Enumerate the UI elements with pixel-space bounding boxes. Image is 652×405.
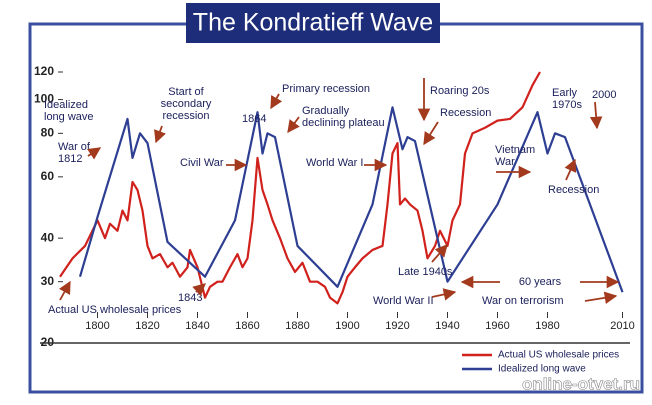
annotation: World War II	[373, 295, 434, 307]
annotation: Primary recession	[282, 83, 370, 95]
annotation-arrow	[423, 121, 439, 146]
annotation-arrow	[87, 147, 102, 160]
x-tick-label: 1860	[235, 320, 259, 332]
y-tick-label: 40	[41, 230, 55, 244]
x-tick-label: 2010	[610, 320, 634, 332]
annotation-arrow	[564, 158, 577, 181]
annotation: recession	[162, 110, 209, 122]
y-tick-label: 100	[34, 92, 54, 106]
annotation-arrow	[589, 101, 603, 130]
x-tick-label: 1940	[435, 320, 459, 332]
annotation-arrow	[58, 280, 71, 301]
annotation: Gradually	[302, 105, 350, 117]
series-line	[78, 106, 624, 293]
y-tick-label: 120	[34, 64, 54, 78]
annotation: World War I	[306, 157, 363, 169]
annotation: secondary	[161, 98, 212, 110]
x-tick-label: 1820	[135, 320, 159, 332]
x-tick-label: 1900	[335, 320, 359, 332]
annotation-arrow	[431, 288, 457, 301]
annotation: Late 1940s	[398, 266, 453, 278]
y-tick-label: 30	[41, 274, 55, 288]
annotation: War of	[58, 141, 91, 153]
x-tick-label: 1880	[285, 320, 309, 332]
annotation: 1864	[242, 113, 266, 125]
annotation: declining plateau	[302, 117, 385, 129]
chart-title: The Kondratieff Wave	[193, 9, 433, 37]
annotation-arrow	[154, 125, 166, 144]
annotation: Actual US wholesale prices	[48, 304, 182, 316]
annotation: 1812	[58, 153, 82, 165]
legend-label: Actual US wholesale prices	[498, 350, 619, 361]
y-tick-label: 80	[41, 125, 55, 139]
series-line	[59, 71, 541, 305]
x-tick-label: 1840	[185, 320, 209, 332]
annotation-arrow	[431, 244, 448, 263]
annotation: Recession	[440, 107, 491, 119]
annotation: 60 years	[519, 276, 562, 288]
annotation-arrow	[270, 93, 283, 110]
annotation: War on terrorism	[482, 295, 564, 307]
annotation: Early	[552, 87, 578, 99]
legend-label: Idealized long wave	[498, 364, 586, 375]
annotation: Idealized	[44, 99, 88, 111]
annotation: long wave	[44, 111, 94, 123]
annotation-arrow	[287, 116, 300, 134]
annotation: Vietnam	[495, 144, 535, 156]
annotation: Civil War	[180, 157, 224, 169]
annotation: Start of	[168, 86, 204, 98]
frame	[28, 22, 644, 394]
title-box	[186, 3, 440, 43]
x-tick-label: 1800	[85, 320, 109, 332]
annotation: Roaring 20s	[430, 85, 490, 97]
watermark: online-otvet.ru	[522, 374, 640, 393]
annotation-arrow	[584, 291, 618, 305]
annotation: 2000	[592, 89, 616, 101]
y-tick-label: 60	[41, 169, 55, 183]
x-tick-label: 1960	[485, 320, 509, 332]
annotation: War	[495, 156, 515, 168]
y-tick-label: 20	[41, 335, 55, 349]
x-tick-label: 1920	[385, 320, 409, 332]
x-tick-label: 1980	[535, 320, 559, 332]
annotation: Recession	[548, 184, 599, 196]
annotation: 1970s	[552, 99, 582, 111]
annotation: 1843	[178, 292, 202, 304]
annotation-arrow	[192, 283, 206, 297]
